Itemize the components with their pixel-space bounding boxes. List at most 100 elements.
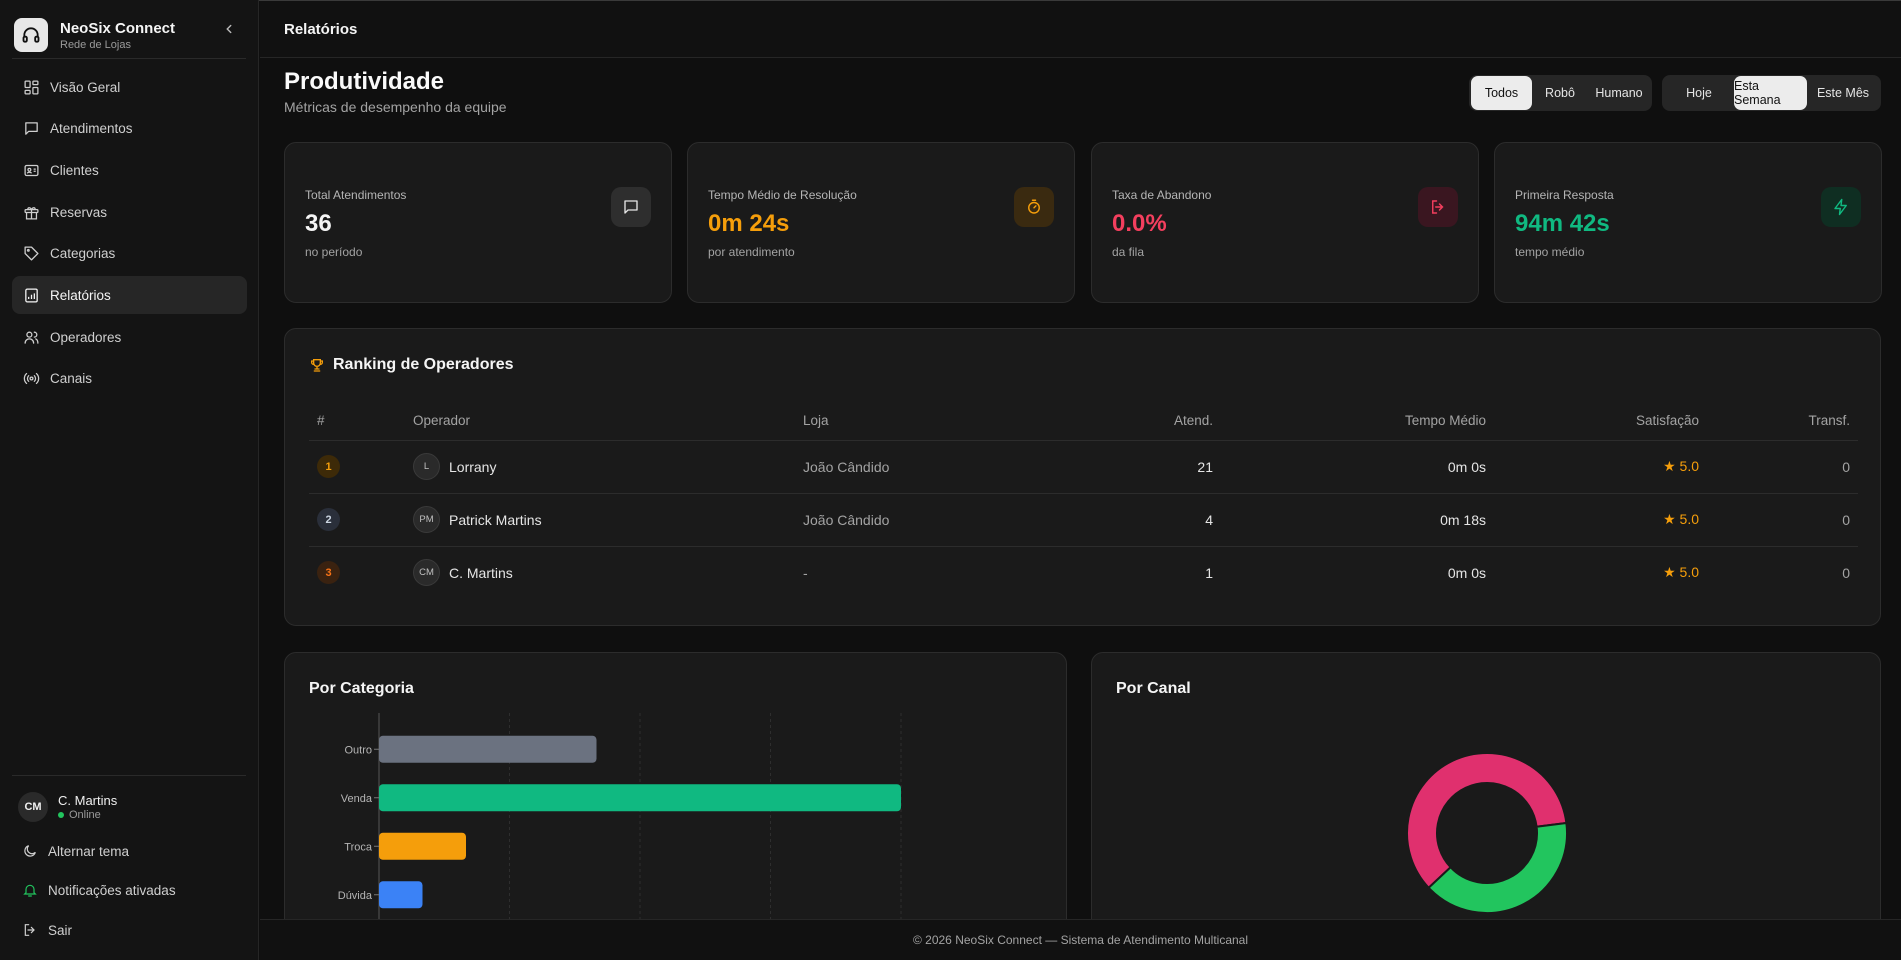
- bar[interactable]: [379, 881, 423, 909]
- brand[interactable]: NeoSix Connect Rede de Lojas: [14, 12, 246, 58]
- store: João Cândido: [803, 493, 1053, 547]
- bar[interactable]: [379, 784, 901, 812]
- category-title: Por Categoria: [309, 680, 414, 697]
- toggle-theme-button[interactable]: Alternar tema: [22, 843, 129, 859]
- brand-name: NeoSix Connect: [60, 19, 176, 37]
- kpi-label: Total Atendimentos: [305, 188, 407, 202]
- exit-icon: [1418, 187, 1458, 227]
- tick-label: Outro: [344, 744, 372, 756]
- main-content: Produtividade Métricas de desempenho da …: [260, 58, 1901, 919]
- avatar: L: [413, 453, 440, 480]
- col-atend: Atend.: [1053, 402, 1213, 441]
- sidebar-item-canais[interactable]: Canais: [12, 360, 247, 398]
- period-filter: Hoje Esta Semana Este Mês: [1662, 75, 1881, 111]
- sidebar-item-reservas[interactable]: Reservas: [12, 193, 247, 231]
- kpi-tempo-medio: Tempo Médio de Resolução 0m 24s por aten…: [687, 142, 1075, 303]
- type-filter: Todos Robô Humano: [1469, 75, 1652, 111]
- attend-count: 1: [1205, 564, 1213, 581]
- kpi-foot: por atendimento: [708, 245, 795, 259]
- kpi-foot: tempo médio: [1515, 245, 1585, 259]
- tick-label: Troca: [344, 841, 373, 853]
- top-border: [0, 0, 1901, 1]
- logout-label: Sair: [48, 922, 73, 938]
- satisfaction: ★ 5.0: [1486, 493, 1699, 547]
- sidebar-item-label: Atendimentos: [50, 121, 133, 137]
- period-esta-semana-button[interactable]: Esta Semana: [1734, 76, 1807, 110]
- star-icon: ★: [1663, 564, 1676, 581]
- col-loja: Loja: [803, 402, 1053, 441]
- bar[interactable]: [379, 735, 597, 763]
- notifications-label: Notificações ativadas: [48, 882, 176, 898]
- satisfaction-value: 5.0: [1679, 564, 1699, 581]
- online-dot-icon: [58, 812, 64, 818]
- sidebar-item-label: Clientes: [50, 162, 99, 178]
- filter-humano-button[interactable]: Humano: [1595, 86, 1643, 100]
- col-tempo-medio: Tempo Médio: [1213, 402, 1486, 441]
- sidebar-item-operadores[interactable]: Operadores: [12, 318, 247, 356]
- operator-name: C. Martins: [449, 564, 513, 581]
- page-title: Produtividade: [284, 68, 445, 95]
- filter-todos-button[interactable]: Todos: [1471, 76, 1532, 110]
- top-header: Relatórios: [260, 1, 1901, 58]
- transfers: 0: [1842, 564, 1850, 581]
- avatar: PM: [413, 506, 440, 533]
- sidebar-item-categorias[interactable]: Categorias: [12, 235, 247, 273]
- kpi-label: Tempo Médio de Resolução: [708, 188, 857, 202]
- rank-badge: 3: [317, 561, 340, 585]
- sidebar-item-label: Operadores: [50, 329, 122, 345]
- channel-donut-chart: [1406, 752, 1568, 914]
- rank-badge: 1: [317, 455, 340, 478]
- sidebar-item-atendimentos[interactable]: Atendimentos: [12, 110, 247, 148]
- footer-text: © 2026 NeoSix Connect — Sistema de Atend…: [912, 933, 1249, 947]
- pie-slice[interactable]: [1427, 821, 1568, 914]
- operator-name: Lorrany: [449, 458, 497, 475]
- brand-subtitle: Rede de Lojas: [60, 38, 131, 51]
- moon-icon: [24, 845, 36, 857]
- kpi-primeira-resposta: Primeira Resposta 94m 42s tempo médio: [1494, 142, 1882, 303]
- kpi-total-atendimentos: Total Atendimentos 36 no período: [284, 142, 672, 303]
- kpi-value: 0m 24s: [708, 210, 790, 237]
- sidebar-item-relatorios[interactable]: Relatórios: [12, 276, 247, 315]
- toggle-theme-label: Alternar tema: [48, 843, 130, 859]
- trophy-icon: [311, 359, 323, 372]
- chat-icon: [611, 187, 651, 227]
- col-transf: Transf.: [1699, 402, 1858, 441]
- user-status-label: Online: [69, 809, 101, 821]
- chevron-left-icon: [226, 24, 232, 34]
- sidebar: NeoSix Connect Rede de Lojas Visão Geral…: [0, 0, 259, 960]
- logout-button[interactable]: Sair: [22, 922, 72, 938]
- radio-icon: [23, 373, 40, 385]
- filter-robo-button[interactable]: Robô: [1545, 86, 1575, 100]
- tag-icon: [24, 246, 39, 261]
- avg-time: 0m 0s: [1213, 440, 1486, 494]
- period-hoje-button[interactable]: Hoje: [1686, 86, 1712, 100]
- avg-time: 0m 0s: [1447, 564, 1486, 581]
- category-bar-chart: Outro Venda Troca Dúvida: [338, 713, 902, 919]
- col-operador: Operador: [413, 402, 803, 441]
- sidebar-item-label: Categorias: [50, 246, 116, 262]
- table-row[interactable]: 2 PM Patrick Martins João Cândido 4 0m 18…: [309, 493, 1858, 547]
- table-row[interactable]: 3 CM C. Martins - 1 0m 0s ★ 5.0 0: [309, 546, 1858, 599]
- notifications-button[interactable]: Notificações ativadas: [22, 882, 176, 898]
- divider: [12, 58, 246, 59]
- dashboard-icon: [24, 79, 39, 95]
- sidebar-item-clientes[interactable]: Clientes: [12, 151, 247, 189]
- table-row[interactable]: 1 L Lorrany João Cândido 21 0m 0s ★ 5.0 0: [309, 440, 1858, 494]
- category-card: Por Categoria Outro Venda Troca Dúvida: [284, 652, 1067, 919]
- bar[interactable]: [379, 832, 466, 860]
- store: João Cândido: [803, 440, 1053, 494]
- store: -: [803, 564, 808, 581]
- period-este-mes-button[interactable]: Este Mês: [1816, 86, 1870, 100]
- footer: © 2026 NeoSix Connect — Sistema de Atend…: [260, 919, 1901, 960]
- user-profile[interactable]: CM C. Martins Online: [18, 792, 117, 822]
- kpi-label: Primeira Resposta: [1515, 188, 1614, 202]
- gift-icon: [24, 206, 39, 220]
- satisfaction: ★ 5.0: [1486, 546, 1699, 599]
- pie-slice[interactable]: [1406, 752, 1568, 890]
- avatar: CM: [413, 559, 440, 587]
- id-card-icon: [24, 164, 39, 176]
- collapse-sidebar-button[interactable]: [220, 20, 238, 38]
- page-subtitle: Métricas de desempenho da equipe: [284, 99, 507, 115]
- sidebar-item-label: Relatórios: [50, 287, 111, 303]
- sidebar-item-visao-geral[interactable]: Visão Geral: [12, 68, 247, 106]
